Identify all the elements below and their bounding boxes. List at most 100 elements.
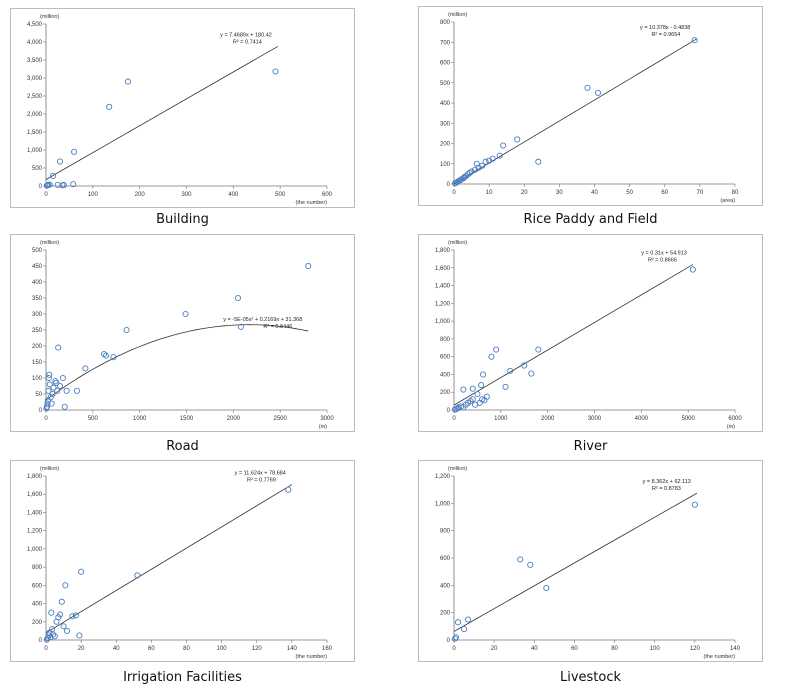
road-data-point	[54, 387, 61, 394]
chart-irrigation-title: Irrigation Facilities	[123, 670, 242, 685]
river-y-tick-label: 1,000	[435, 319, 451, 325]
livestock-y-tick-label: 1,200	[435, 474, 451, 480]
irrigation-x-tick-label: 80	[183, 646, 190, 652]
road-data-point	[305, 262, 312, 270]
road-y-tick-label: 350	[32, 296, 43, 302]
building-y-tick-label: 500	[32, 166, 43, 172]
rice-paddy-data-point	[466, 169, 473, 176]
rice-paddy-x-tick-label: 60	[661, 190, 668, 196]
livestock-x-tick-label: 0	[452, 646, 456, 652]
building-x-tick-label: 100	[88, 192, 99, 198]
livestock-r-squared: R² = 0.8783	[652, 486, 681, 492]
road-data-point	[110, 354, 117, 361]
road-data-point	[48, 400, 55, 407]
road-x-unit-label: (m)	[319, 424, 327, 430]
chart-river-plot: 0 200 400 600 800 1,000 1,200 1,400 1,600 1,800 0 1…	[418, 234, 763, 432]
livestock-frame	[418, 460, 763, 662]
road-y-tick-label: 500	[32, 248, 43, 254]
river-x-tick-label: 2000	[541, 416, 555, 422]
livestock-x-tick-label: 40	[531, 646, 538, 652]
building-data-point	[60, 181, 67, 188]
building-data-point	[124, 78, 132, 85]
rice-paddy-x-tick-label: 50	[626, 190, 633, 196]
river-data-point	[460, 386, 467, 393]
road-data-point	[44, 400, 51, 407]
river-x-tick-label: 3000	[588, 416, 602, 422]
irrigation-y-tick-label: 1,800	[27, 474, 43, 480]
rice-paddy-x-tick-label: 0	[452, 190, 456, 196]
road-y-tick-label: 400	[32, 280, 43, 286]
chart-rice-paddy: 0 100 200 300 400 500 600 700 800 0 10 20 30 40 50 60 70…	[418, 6, 763, 231]
road-x-tick-label: 2500	[273, 416, 287, 422]
chart-rice-paddy-plot: 0 100 200 300 400 500 600 700 800 0 10 20 30 40 50 60 70…	[418, 6, 763, 206]
river-y-tick-label: 0	[447, 408, 451, 414]
building-x-unit-label: (the number)	[296, 200, 328, 206]
irrigation-equation: y = 11.624x + 78.684	[235, 471, 286, 477]
irrigation-x-tick-label: 160	[322, 646, 333, 652]
road-data-point	[46, 381, 53, 388]
livestock-data-point	[543, 585, 550, 592]
river-data-point	[469, 396, 476, 403]
river-trendline	[453, 264, 694, 406]
rice-paddy-y-tick-label: 800	[440, 20, 451, 26]
rice-paddy-data-point	[496, 152, 503, 159]
livestock-x-tick-label: 100	[650, 646, 661, 652]
building-data-point	[71, 148, 78, 155]
building-y-tick-label: 4,000	[27, 40, 43, 46]
building-data-point	[106, 103, 113, 110]
road-data-point	[82, 365, 89, 372]
rice-paddy-data-point	[489, 155, 496, 162]
building-y-tick-label: 1,000	[27, 148, 43, 154]
river-data-point	[689, 266, 696, 273]
livestock-y-tick-label: 200	[440, 611, 451, 617]
irrigation-y-tick-label: 1,200	[27, 529, 43, 535]
livestock-trendline	[453, 492, 698, 632]
river-data-point	[454, 405, 461, 412]
livestock-x-tick-label: 120	[690, 646, 701, 652]
rice-paddy-x-unit-label: (area)	[720, 198, 735, 204]
road-data-point	[57, 382, 64, 390]
road-data-point	[61, 403, 68, 410]
livestock-data-point	[517, 556, 524, 563]
chart-building-plot: 0 500 1,000 1,500 2,000 2,500 3,000 3,500 4,000 4…	[10, 8, 355, 208]
irrigation-y-tick-label: 200	[32, 620, 43, 626]
river-x-tick-label: 6000	[728, 416, 742, 422]
rice-paddy-data-point	[691, 37, 698, 44]
livestock-equation: y = 8.362x + 62.113	[643, 479, 691, 485]
chart-building-title: Building	[156, 212, 209, 227]
irrigation-data-point	[72, 612, 79, 619]
building-y-tick-label: 3,500	[27, 58, 43, 64]
rice-paddy-equation: y = 10.378x - 0.4838	[640, 25, 690, 31]
rice-paddy-trendline	[453, 38, 697, 185]
building-x-tick-label: 200	[135, 192, 146, 198]
building-r-squared: R² = 0.7414	[233, 39, 262, 45]
river-x-tick-label: 4000	[635, 416, 649, 422]
building-y-tick-label: 2,500	[27, 94, 43, 100]
river-data-point	[483, 393, 490, 400]
building-equation: y = 7.4689x + 180.42	[220, 32, 272, 38]
chart-irrigation: 0 200 400 600 800 1,000 1,200 1,400 1,600 1,800 0 2…	[10, 460, 355, 691]
building-y-tick-label: 2,000	[27, 112, 43, 118]
rice-paddy-y-tick-label: 0	[447, 182, 451, 188]
river-y-unit-label: (million)	[448, 240, 467, 246]
building-y-tick-label: 0	[39, 184, 43, 190]
river-y-tick-label: 600	[440, 355, 451, 361]
rice-paddy-data-point	[482, 158, 489, 165]
building-y-tick-label: 1,500	[27, 130, 43, 136]
rice-paddy-data-point	[535, 158, 542, 165]
road-y-tick-label: 100	[32, 376, 43, 382]
irrigation-data-point	[78, 568, 85, 575]
road-y-tick-label: 200	[32, 344, 43, 350]
rice-paddy-y-tick-label: 600	[440, 61, 451, 67]
building-x-tick-label: 400	[228, 192, 239, 198]
livestock-data-point	[454, 619, 462, 626]
building-y-unit-label: (million)	[40, 14, 59, 20]
irrigation-data-point	[76, 632, 83, 639]
river-data-point	[488, 353, 495, 360]
rice-paddy-data-point	[472, 166, 479, 173]
river-y-tick-label: 400	[440, 372, 451, 378]
river-x-tick-label: 0	[452, 416, 456, 422]
river-data-point	[528, 370, 535, 377]
irrigation-trendline	[45, 484, 293, 634]
irrigation-x-unit-label: (the number)	[296, 654, 328, 660]
